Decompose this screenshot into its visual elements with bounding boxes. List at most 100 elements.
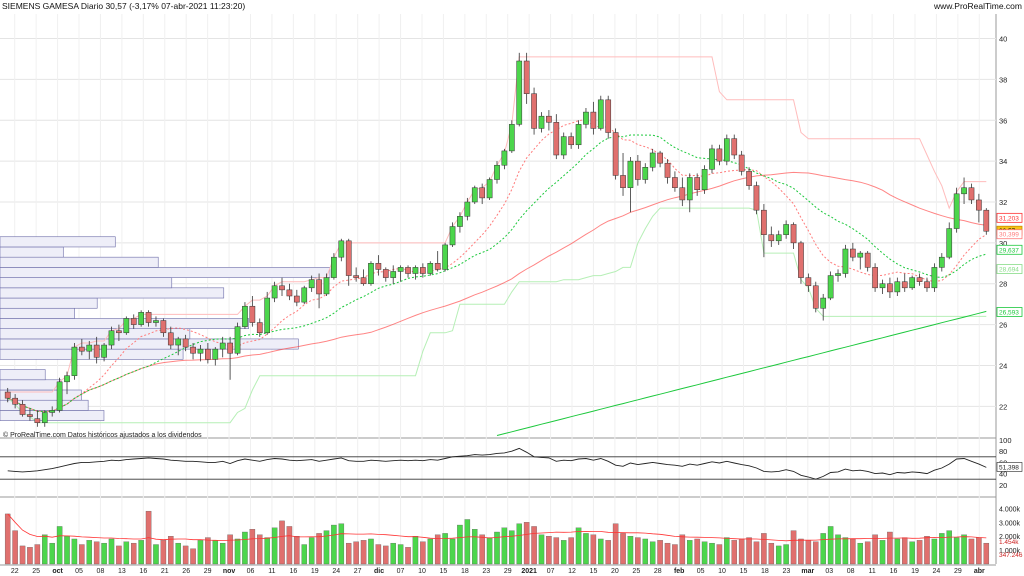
candle-body [753,185,760,211]
candle-body [397,267,404,272]
oscillator-line [7,447,987,480]
candle-body [716,148,723,162]
candle-body [368,263,374,284]
candle-body [12,397,18,405]
candle-body [568,136,574,146]
profile-bar [0,297,98,309]
volume-bar [872,534,878,565]
volume-bar [234,538,241,565]
volume-bar [308,537,315,565]
candle-body [167,332,174,346]
volume-bar [197,540,204,565]
candle-body [620,175,626,188]
date-tick-label: 15 [590,568,598,575]
volume-bar [842,537,849,565]
candle-body [790,224,797,244]
candle-body [212,348,219,360]
candle-body [160,320,167,334]
candle-body [197,348,204,354]
candle-body [976,199,982,211]
candle-body [405,267,411,274]
footnote-label: © ProRealTime.com Datos históricos ajust… [3,431,202,439]
date-tick-label: 25 [32,568,40,575]
candle-body [575,124,582,146]
candle-body [345,240,352,276]
volume-bar [590,534,597,565]
price-tick-label: 32 [999,198,1007,207]
candle-body [27,414,33,417]
candle-body [916,277,923,282]
candle-body [746,171,752,186]
candlesticks[interactable] [4,52,990,427]
volume-bar [286,526,293,565]
price-tick-label: 38 [999,75,1007,84]
volume-bar [64,536,70,565]
volume-bar [27,547,33,565]
candle-body [501,150,508,166]
candle-body [508,124,515,152]
osc-value-tag [996,462,1023,472]
candle-body [723,138,730,162]
volume-bar [182,545,189,565]
volume-bar [976,537,982,565]
volume-bar [294,536,300,565]
volume-bar [427,538,434,565]
volume-bar [864,541,871,565]
candle-body [286,289,293,297]
volume-bar [894,538,901,565]
candle-body [953,193,960,229]
date-tick-label: 21 [161,568,169,575]
volume-bar [835,534,841,565]
profile-bar [0,277,173,289]
candle-body [642,167,649,180]
profile-bar [0,236,116,248]
volume-bar [160,540,167,565]
volume-bar [931,538,938,565]
date-tick-label: 06 [247,568,255,575]
volume-bar [753,541,760,565]
candle-body [427,263,434,274]
date-tick-label: 08 [847,568,855,575]
candle-body [390,271,397,278]
candle-body [709,148,715,170]
volume-bar [953,537,960,565]
candle-body [4,391,11,399]
volume-bar [724,537,730,565]
volume-bar [345,542,352,565]
volume-bar [412,536,419,565]
candle-body [101,344,107,358]
candle-body [701,169,708,190]
volume-bar [672,544,678,565]
volume-bar [983,542,990,565]
volume-bar [857,542,864,565]
trailing-low-line [7,207,987,424]
candle-body [494,164,500,180]
candle-body [894,281,901,293]
candle-body [612,132,619,176]
volume-bar [820,533,826,565]
candle-body [93,344,100,358]
volume-bar [486,537,493,565]
date-tick-label: feb [674,568,685,575]
date-tick-label: dic [374,568,384,575]
date-tick-label: 12 [568,568,576,575]
volume-bar [538,534,545,565]
candle-body [78,346,85,352]
candle-body [464,201,471,217]
volume-bar [249,529,256,565]
candle-body [375,263,382,270]
volume-bar [464,519,471,565]
volume-bar [257,534,263,565]
date-tick-label: 24 [933,568,941,575]
volume-bar [560,540,567,565]
candle-body [531,93,537,129]
date-tick-label: 13 [118,568,126,575]
volume-bar [264,537,270,565]
volume-bar [642,538,649,565]
volume-bar [783,544,789,565]
candle-body [412,267,419,274]
candle-body [242,305,248,327]
volume-bar [523,522,530,565]
candle-body [560,136,567,156]
